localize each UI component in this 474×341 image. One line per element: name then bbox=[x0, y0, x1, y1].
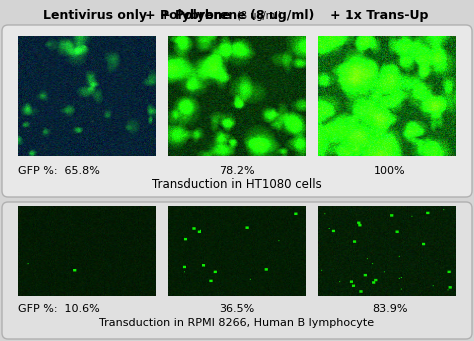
Text: 100%: 100% bbox=[374, 166, 406, 176]
Text: GFP %:  65.8%: GFP %: 65.8% bbox=[18, 166, 100, 176]
FancyBboxPatch shape bbox=[2, 25, 472, 197]
Text: Transduction in HT1080 cells: Transduction in HT1080 cells bbox=[152, 178, 322, 191]
Text: + 1x Trans-Up: + 1x Trans-Up bbox=[330, 10, 428, 23]
FancyBboxPatch shape bbox=[2, 202, 472, 339]
Text: 83.9%: 83.9% bbox=[372, 304, 408, 314]
Text: Transduction in RPMI 8266, Human B lymphocyte: Transduction in RPMI 8266, Human B lymph… bbox=[100, 318, 374, 328]
Text: + Polybrene (8 ug/ml): + Polybrene (8 ug/ml) bbox=[160, 10, 314, 23]
Text: 36.5%: 36.5% bbox=[219, 304, 255, 314]
Text: Lentivirus only: Lentivirus only bbox=[43, 10, 147, 23]
Text: + Polybrene: + Polybrene bbox=[145, 10, 235, 23]
Text: GFP %:  10.6%: GFP %: 10.6% bbox=[18, 304, 100, 314]
Text: 78.2%: 78.2% bbox=[219, 166, 255, 176]
Text: (8 ug/ml): (8 ug/ml) bbox=[237, 11, 282, 21]
